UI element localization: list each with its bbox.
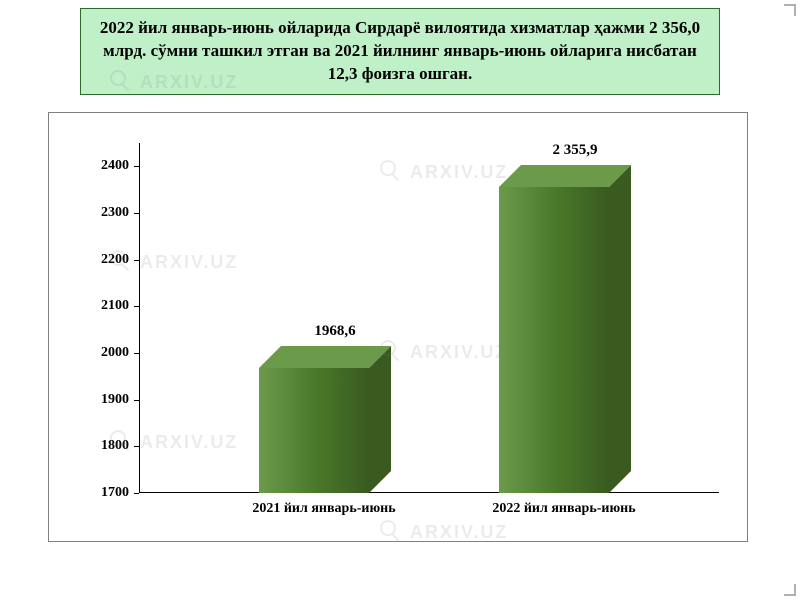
bar-top: [259, 346, 391, 368]
bar-front: [499, 187, 609, 493]
plot-area: 17001800190020002100220023002400 1968,62…: [139, 143, 719, 493]
y-tick-mark: [134, 306, 139, 307]
y-tick-label: 1700: [79, 485, 129, 501]
y-tick-mark: [134, 446, 139, 447]
y-tick-mark: [134, 213, 139, 214]
y-tick-label: 2000: [79, 345, 129, 361]
y-tick-label: 1900: [79, 392, 129, 408]
y-tick-mark: [134, 260, 139, 261]
y-tick-mark: [134, 166, 139, 167]
y-axis: [139, 143, 140, 493]
y-tick-label: 2300: [79, 205, 129, 221]
bar-top: [499, 165, 631, 187]
title-banner: 2022 йил январь-июнь ойларида Сирдарё ви…: [80, 8, 720, 95]
x-axis: [139, 492, 719, 493]
bar: [259, 368, 391, 493]
bar-side: [609, 165, 631, 493]
y-tick-label: 2200: [79, 252, 129, 268]
x-axis-label: 2021 йил январь-июнь: [224, 501, 424, 517]
data-label: 1968,6: [295, 323, 375, 340]
y-tick-mark: [134, 400, 139, 401]
title-text: 2022 йил январь-июнь ойларида Сирдарё ви…: [100, 18, 700, 83]
y-tick-label: 2400: [79, 158, 129, 174]
bar-side: [369, 346, 391, 493]
y-tick-mark: [134, 493, 139, 494]
data-label: 2 355,9: [535, 142, 615, 159]
bar-front: [259, 368, 369, 493]
chart-container: 1700 1800 1900 2000 2100 2200 2300 2400 1968,6 2…: [48, 112, 748, 542]
y-tick-mark: [134, 353, 139, 354]
bar: [499, 187, 631, 493]
x-axis-label: 2022 йил январь-июнь: [464, 501, 664, 517]
y-tick-label: 1800: [79, 438, 129, 454]
y-tick-label: 2100: [79, 298, 129, 314]
corner-mark-br: [784, 584, 796, 596]
corner-mark-tr: [784, 4, 796, 16]
